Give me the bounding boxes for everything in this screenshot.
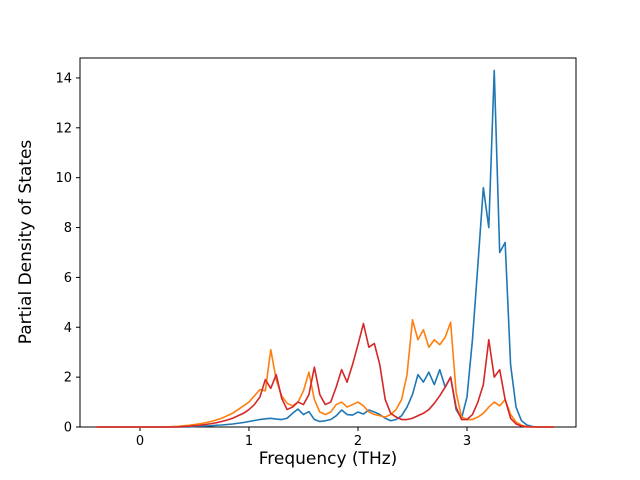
axes-frame	[79, 57, 577, 428]
series-line-orange	[96, 318, 555, 428]
x-axis-label: Frequency (THz)	[259, 449, 398, 469]
y-tick-label: 14	[55, 71, 72, 86]
y-tick-label: 10	[55, 171, 72, 186]
y-tick-label: 8	[64, 221, 72, 236]
x-tick-label: 1	[245, 434, 253, 449]
x-tick-label: 0	[136, 434, 144, 449]
y-tick-label: 6	[64, 271, 72, 286]
y-tick-label: 2	[64, 371, 72, 386]
y-tick-label: 0	[64, 421, 72, 436]
x-tick-label: 2	[354, 434, 362, 449]
series-line-red	[96, 322, 555, 428]
y-tick-label: 12	[55, 121, 72, 136]
series-line-blue	[96, 69, 555, 428]
y-axis-label: Partial Density of States	[16, 140, 36, 345]
y-tick-label: 4	[64, 321, 72, 336]
x-tick-label: 3	[463, 434, 471, 449]
